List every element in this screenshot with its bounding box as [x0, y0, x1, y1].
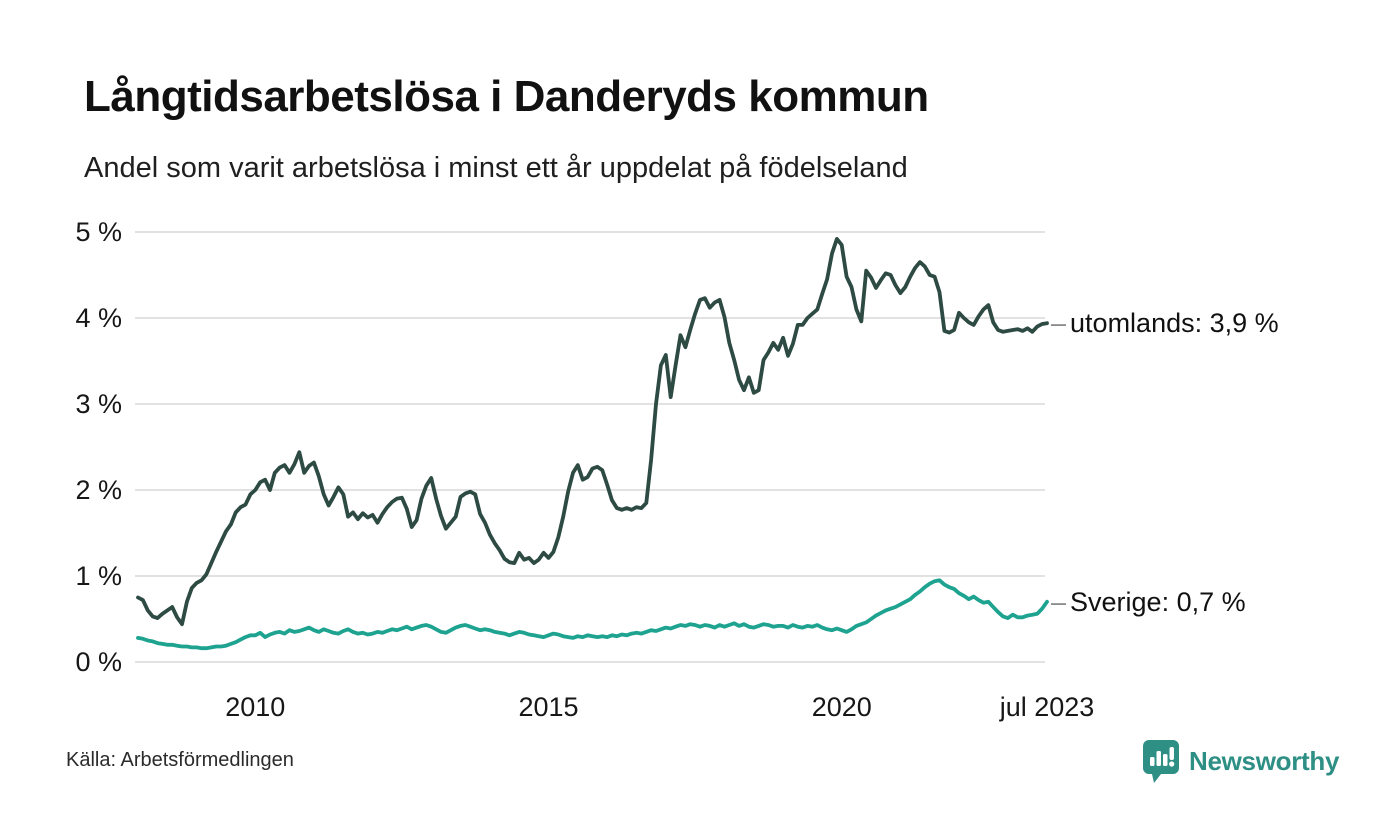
series-end-label-utomlands: – utomlands: 3,9 %: [1051, 305, 1279, 341]
y-axis-tick-label: 0 %: [75, 647, 122, 677]
x-axis-tick-label: 2020: [811, 692, 872, 722]
series-line-sverige: [136, 578, 1049, 651]
label-leader-dash: –: [1051, 308, 1067, 339]
series-line-utomlands: [136, 236, 1049, 627]
y-axis-tick-label: 3 %: [75, 389, 122, 419]
series-end-label-text: Sverige: 0,7 %: [1070, 586, 1246, 617]
newsworthy-brand: Newsworthy: [1141, 738, 1339, 784]
brand-name: Newsworthy: [1189, 745, 1340, 776]
y-axis-tick-label: 2 %: [75, 475, 122, 505]
series-end-label-sverige: – Sverige: 0,7 %: [1051, 584, 1246, 620]
y-axis-tick-label: 5 %: [75, 217, 122, 247]
newsworthy-logo-icon: [1143, 740, 1179, 783]
x-axis-tick-label: 2015: [518, 692, 579, 722]
label-leader-dash: –: [1051, 586, 1067, 617]
page-title: Långtidsarbetslösa i Danderyds kommun: [84, 72, 929, 121]
source-attribution: Källa: Arbetsförmedlingen: [66, 749, 294, 771]
y-axis-tick-label: 1 %: [75, 561, 122, 591]
x-axis-tick-label: jul 2023: [999, 692, 1095, 722]
y-axis-tick-label: 4 %: [75, 303, 122, 333]
x-axis-tick-label: 2010: [225, 692, 286, 722]
page-subtitle: Andel som varit arbetslösa i minst ett å…: [84, 152, 908, 184]
series-end-label-text: utomlands: 3,9 %: [1070, 308, 1279, 339]
